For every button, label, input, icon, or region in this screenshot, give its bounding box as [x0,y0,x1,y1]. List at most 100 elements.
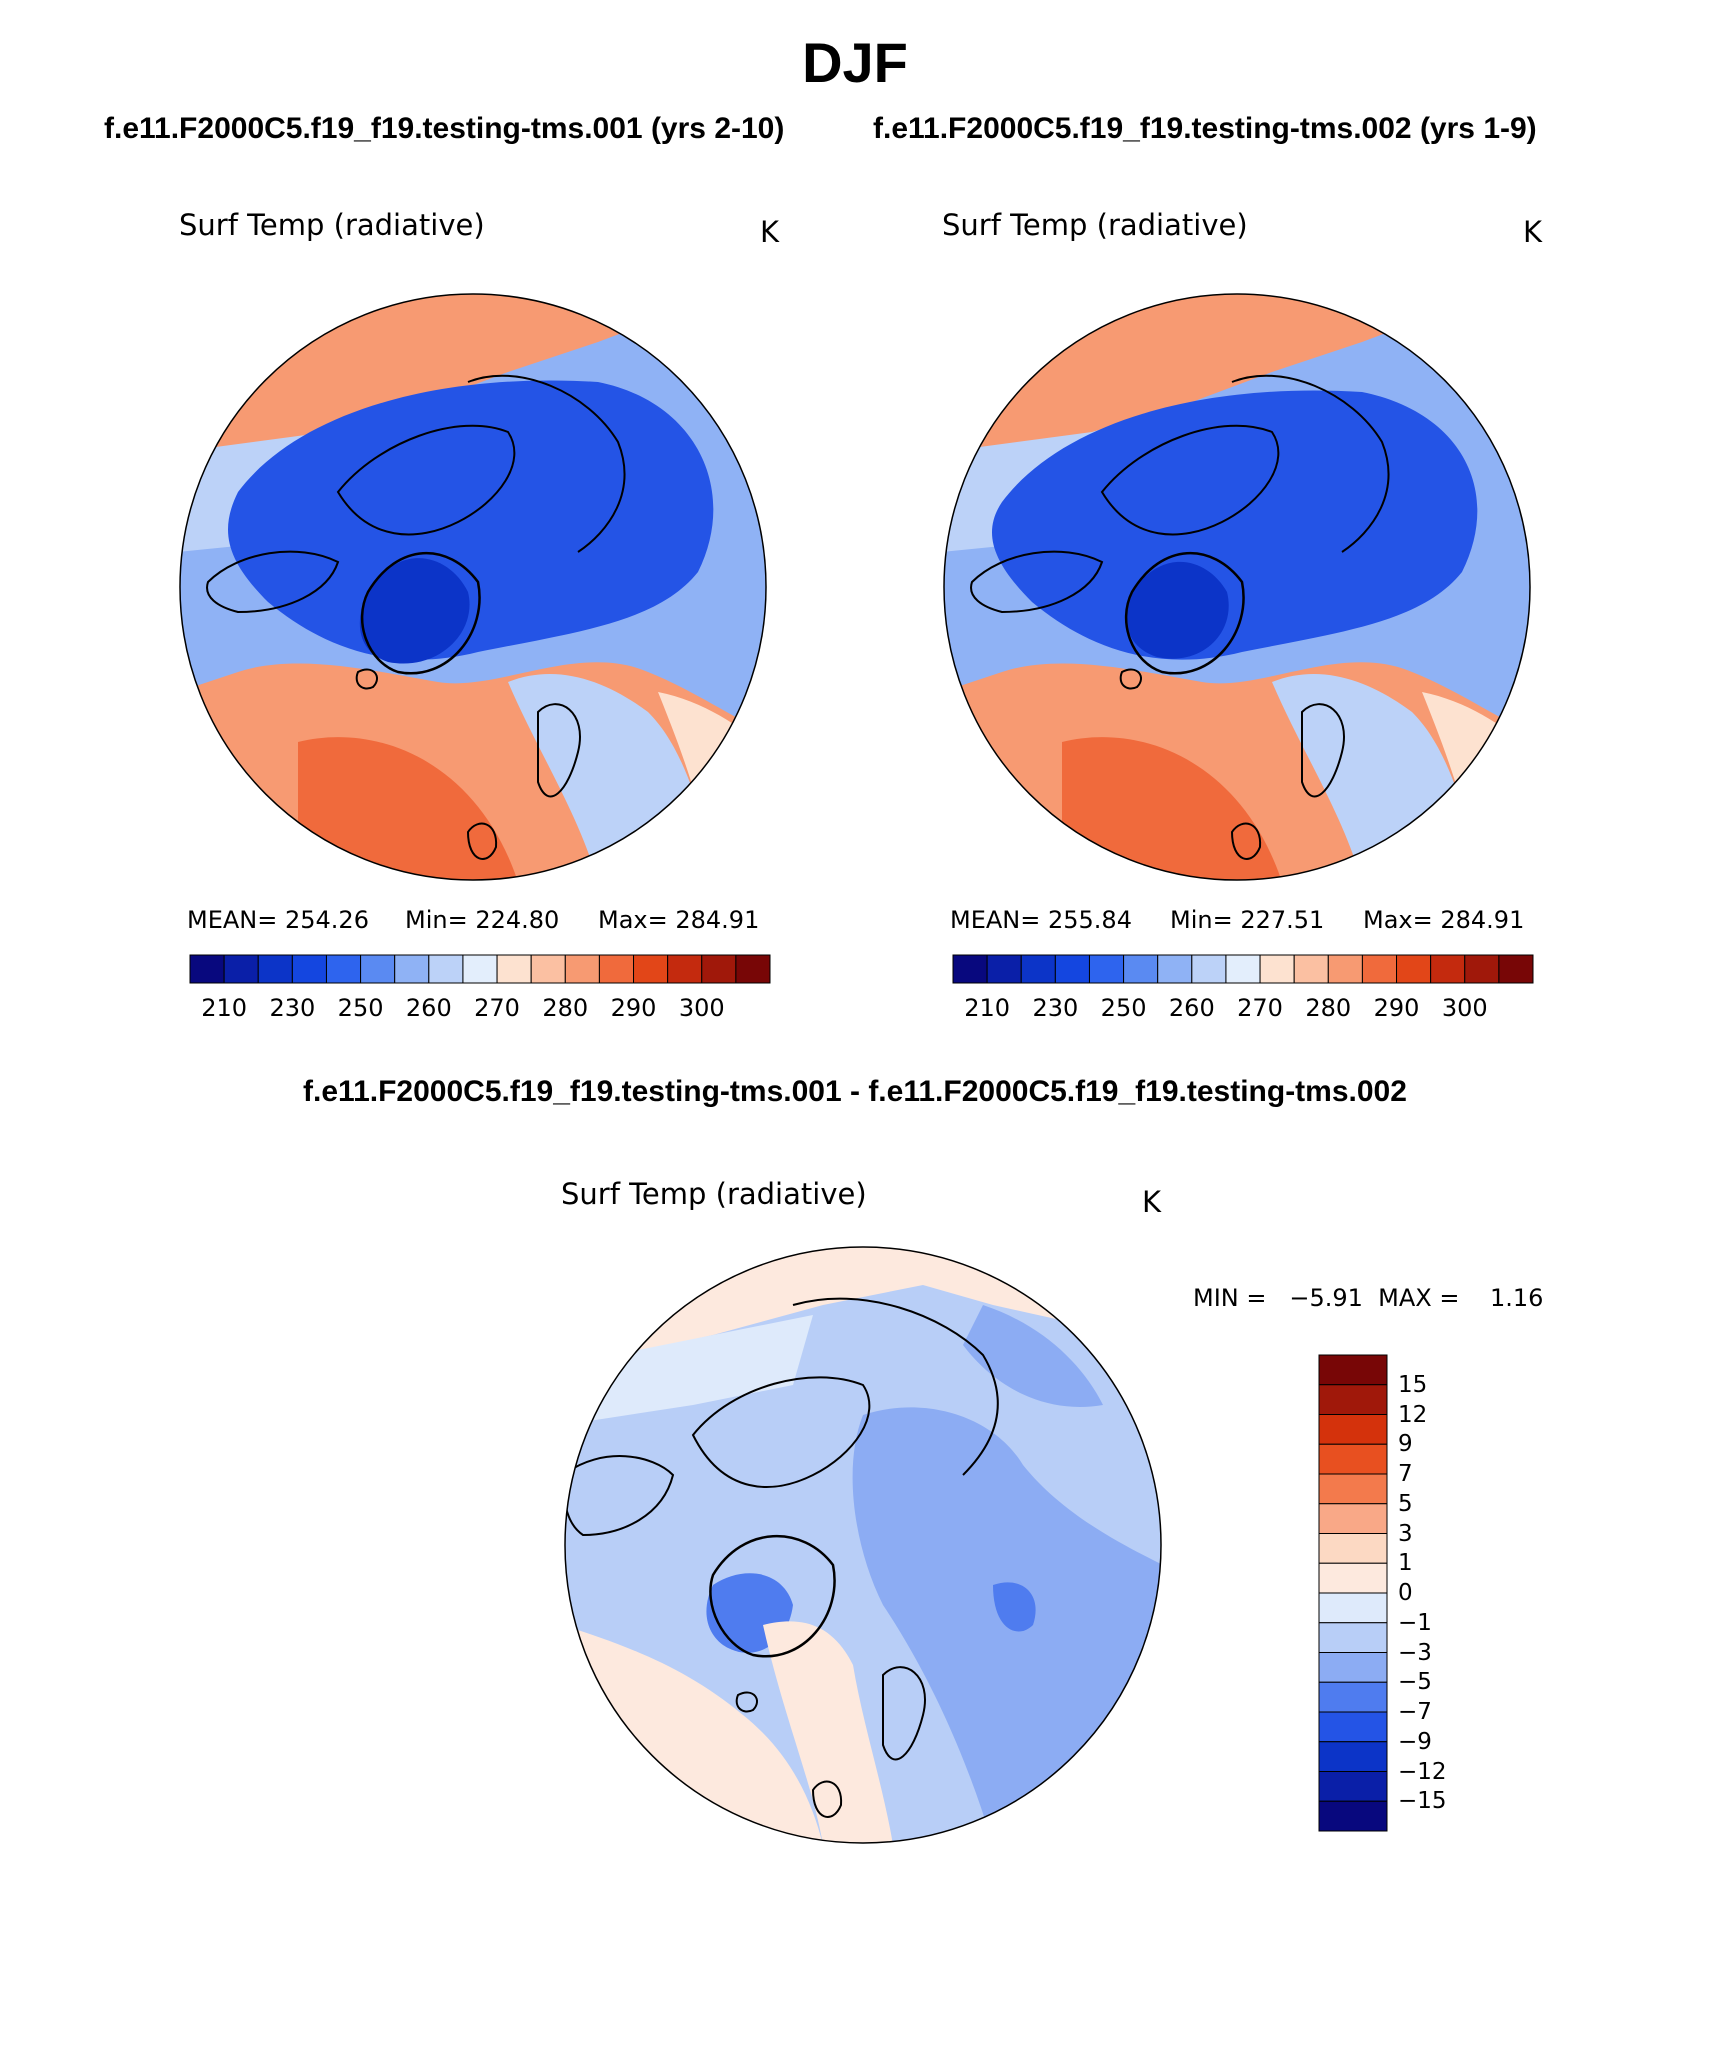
panel-1-colorbar-swatch [291,954,327,984]
diff-colorbar-label: 1 [1398,1550,1413,1577]
panel-1-colorbar-tick-label: 300 [678,994,725,1022]
case-a-title: f.e11.F2000C5.f19_f19.testing-tms.001 (y… [104,112,785,145]
diff-colorbar-swatch [1318,1652,1388,1683]
diff-colorbar-label: 5 [1398,1490,1413,1517]
panel-1-colorbar-swatch [394,954,430,984]
figure-title: DJF [802,31,908,94]
panel-2-scandinavia-coastline [1301,703,1345,798]
panel-1-colorbar-tick-label: 210 [201,994,248,1022]
panel-1-uk-coastline [466,822,498,860]
diff-colorbar-swatch [1318,1771,1388,1802]
diff-colorbar-swatch [1318,1741,1388,1772]
diff-colorbar-label: −7 [1398,1699,1432,1725]
panel-1-canada-archipelago-coastline [336,424,516,536]
panel-2-colorbar-swatch [1464,954,1500,984]
panel-1-alaska-coastline [206,550,340,614]
panel-1-colorbar-tick-label: 230 [269,994,316,1022]
panel-1-colorbar-swatch [223,954,259,984]
panel-1-colorbar-swatch [667,954,703,984]
diff-colorbar-swatch [1318,1384,1388,1415]
diff-alaska-coastline [565,1455,675,1537]
panel-1-colorbar-tick-label: 280 [542,994,589,1022]
diff-colorbar-label: −5 [1398,1669,1432,1696]
diff-colorbar-swatch [1318,1533,1388,1564]
panel-1-variable-label: Surf Temp (radiative) [179,208,485,242]
panel-1-max-text: Max= 284.91 [598,906,760,934]
panel-2-alaska-coastline [970,550,1104,614]
panel-2-map [943,293,1531,881]
difference-title: f.e11.F2000C5.f19_f19.testing-tms.001 - … [303,1075,1407,1108]
diff-colorbar-label: 12 [1398,1401,1428,1428]
panel-1-colorbar-swatch [633,954,669,984]
panel-1-colorbar [189,954,771,984]
panel-2-colorbar-swatch [1498,954,1534,984]
case-b-title: f.e11.F2000C5.f19_f19.testing-tms.002 (y… [873,112,1537,145]
panel-2-colorbar-swatch [1396,954,1432,984]
panel-2-colorbar-swatch [1430,954,1466,984]
panel-2-colorbar [952,954,1534,984]
panel-1-colorbar-tick-label: 270 [474,994,520,1022]
diff-colorbar-label: 0 [1398,1580,1413,1606]
panel-1-colorbar-swatch [325,954,362,984]
diff-scandinavia-coastline [882,1666,926,1761]
panel-1-colorbar-ticks: 210 230 250 260 270 280 290 300 [190,994,770,1024]
panel-1-colorbar-swatch [496,954,532,984]
diff-units-label: K [1142,1185,1162,1219]
diff-colorbar-labels: 15 12 9 7 5 3 1 0 −1 −3 −5 −7 −9 −12 −15 [1398,1354,1478,1832]
panel-1-greenland-coastline [360,551,481,675]
panel-2-cold-arctic-region [992,390,1478,660]
panel-2-colorbar-swatch [1225,954,1261,984]
panel-1-colorbar-swatch [598,954,635,984]
diff-colorbar-label: 9 [1398,1431,1413,1458]
panel-1-cold-arctic-region [228,380,714,660]
panel-1-greenland-cold-core [359,558,470,664]
panel-2-colorbar-swatch [1088,954,1125,984]
panel-2-colorbar-tick-label: 210 [964,994,1011,1022]
diff-pale-peach-europe [763,1621,893,1843]
diff-colorbar-label: −3 [1398,1639,1432,1666]
panel-2-siberia-coastline [1231,374,1390,553]
panel-2-colorbar-swatch [1361,954,1398,984]
diff-light-blue-north [565,1315,813,1425]
diff-colorbar-swatch [1318,1562,1388,1594]
panel-2-colorbar-swatch [1327,954,1363,984]
diff-colorbar-label: 7 [1398,1461,1413,1487]
panel-1-colorbar-swatch [428,954,464,984]
panel-2-colorbar-swatch [1020,954,1056,984]
panel-1-colorbar-swatch [701,954,737,984]
panel-1-map [179,293,767,881]
panel-1-colorbar-swatch [360,954,396,984]
diff-minmax-text: MIN = −5.91 MAX = 1.16 [1193,1284,1544,1312]
panel-1-units-label: K [760,215,780,249]
diff-blue-core [993,1582,1036,1632]
panel-2-max-text: Max= 284.91 [1363,906,1525,934]
panel-2-uk-coastline [1230,822,1262,860]
panel-2-greenland-cold-core [1126,561,1229,659]
panel-2-canada-archipelago-coastline [1100,424,1280,536]
diff-variable-label: Surf Temp (radiative) [561,1177,867,1211]
diff-iceland-coastline [735,1691,758,1713]
panel-2-colorbar-swatch [1123,954,1159,984]
panel-2-colorbar-swatch [1259,954,1295,984]
panel-2-colorbar-swatch [1293,954,1329,984]
diff-colorbar-swatch [1318,1800,1388,1832]
diff-siberia-coastline [792,1297,999,1476]
panel-1-warm-atlantic-core [298,737,518,880]
diff-blue-patch-ne [963,1305,1103,1407]
diff-colorbar-swatch [1318,1503,1388,1534]
panel-1-colorbar-swatch [735,954,771,984]
panel-1-iceland-coastline [355,668,378,690]
diff-colorbar-label: −9 [1398,1728,1432,1755]
panel-1-colorbar-swatch [189,954,225,984]
panel-1-colorbar-swatch [462,954,498,984]
panel-1-map-border [179,293,767,881]
panel-1-colorbar-swatch [257,954,293,984]
panel-2-mean-text: MEAN= 255.84 [950,906,1132,934]
diff-colorbar-swatch [1318,1443,1388,1475]
panel-2-map-border [943,293,1531,881]
panel-2-colorbar-swatch [1054,954,1090,984]
diff-colorbar-swatch [1318,1711,1388,1743]
diff-canada-archipelago-coastline [691,1376,871,1488]
panel-2-colorbar-ticks: 210 230 250 260 270 280 290 300 [953,994,1533,1024]
diff-colorbar-swatch [1318,1681,1388,1713]
